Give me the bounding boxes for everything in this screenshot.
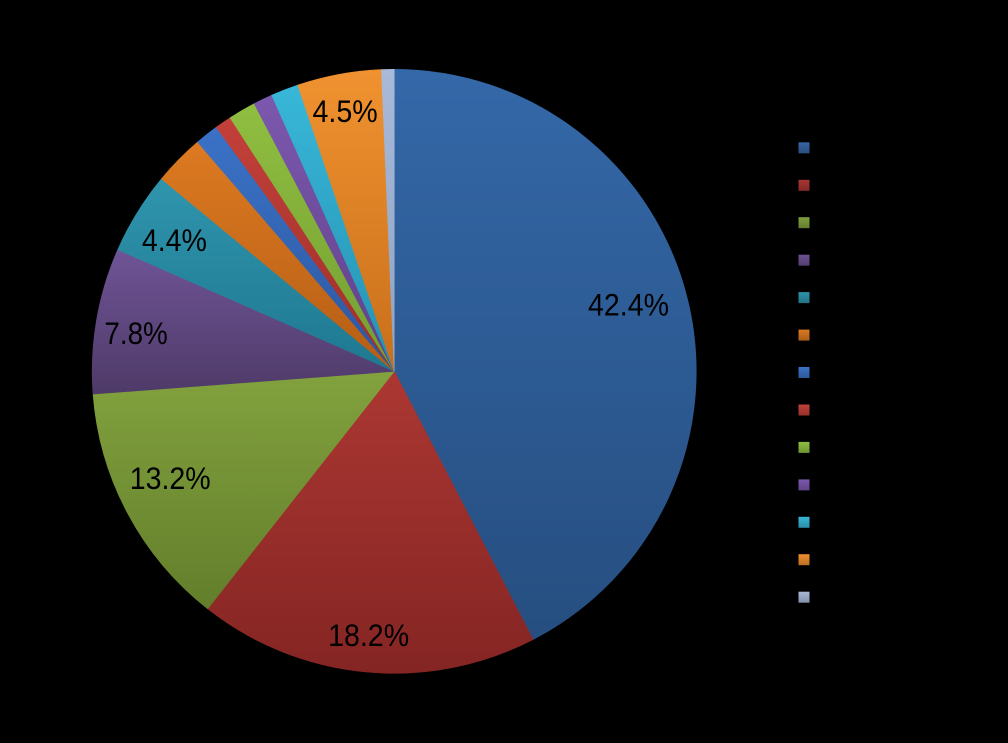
svg-text:4.4%: 4.4% bbox=[142, 223, 207, 258]
svg-text:13.2%: 13.2% bbox=[130, 461, 211, 496]
svg-text:18.2%: 18.2% bbox=[328, 618, 409, 653]
svg-text:7.8%: 7.8% bbox=[104, 316, 167, 351]
svg-text:42.4%: 42.4% bbox=[588, 287, 669, 322]
svg-text:4.5%: 4.5% bbox=[313, 94, 378, 129]
